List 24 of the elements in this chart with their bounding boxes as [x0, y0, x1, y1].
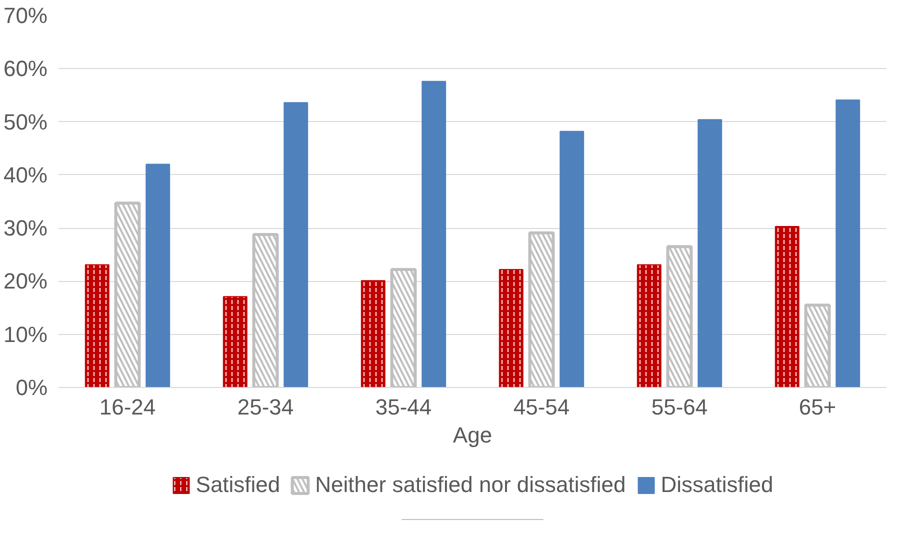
y-tick-label: 10%	[3, 322, 48, 347]
x-tick-label: 55-64	[651, 394, 708, 420]
bar	[422, 80, 446, 388]
y-tick-label: 0%	[16, 375, 48, 400]
bar	[560, 130, 584, 388]
y-tick-label: 30%	[3, 216, 48, 241]
x-tick-label: 65+	[798, 394, 836, 420]
bar	[836, 99, 860, 388]
x-tick-label: 25-34	[237, 394, 294, 420]
bar	[284, 102, 308, 388]
x-tick-label: 45-54	[513, 394, 570, 420]
y-tick-label: 20%	[3, 268, 48, 294]
y-tick-label: 60%	[3, 56, 48, 82]
legend-label: Dissatisfied	[660, 472, 774, 498]
x-tick-label: 16-24	[99, 394, 156, 420]
x-axis-title: Age	[452, 422, 492, 448]
legend-label: Neither satisfied nor dissatisfied	[315, 472, 626, 498]
x-tick-label: 35-44	[375, 394, 432, 420]
y-tick-label: 50%	[3, 109, 48, 134]
bar	[146, 164, 170, 388]
bar	[698, 119, 722, 388]
y-tick-label: 70%	[3, 3, 48, 28]
legend-label: Satisfied	[196, 472, 280, 498]
y-tick-label: 40%	[3, 162, 48, 188]
